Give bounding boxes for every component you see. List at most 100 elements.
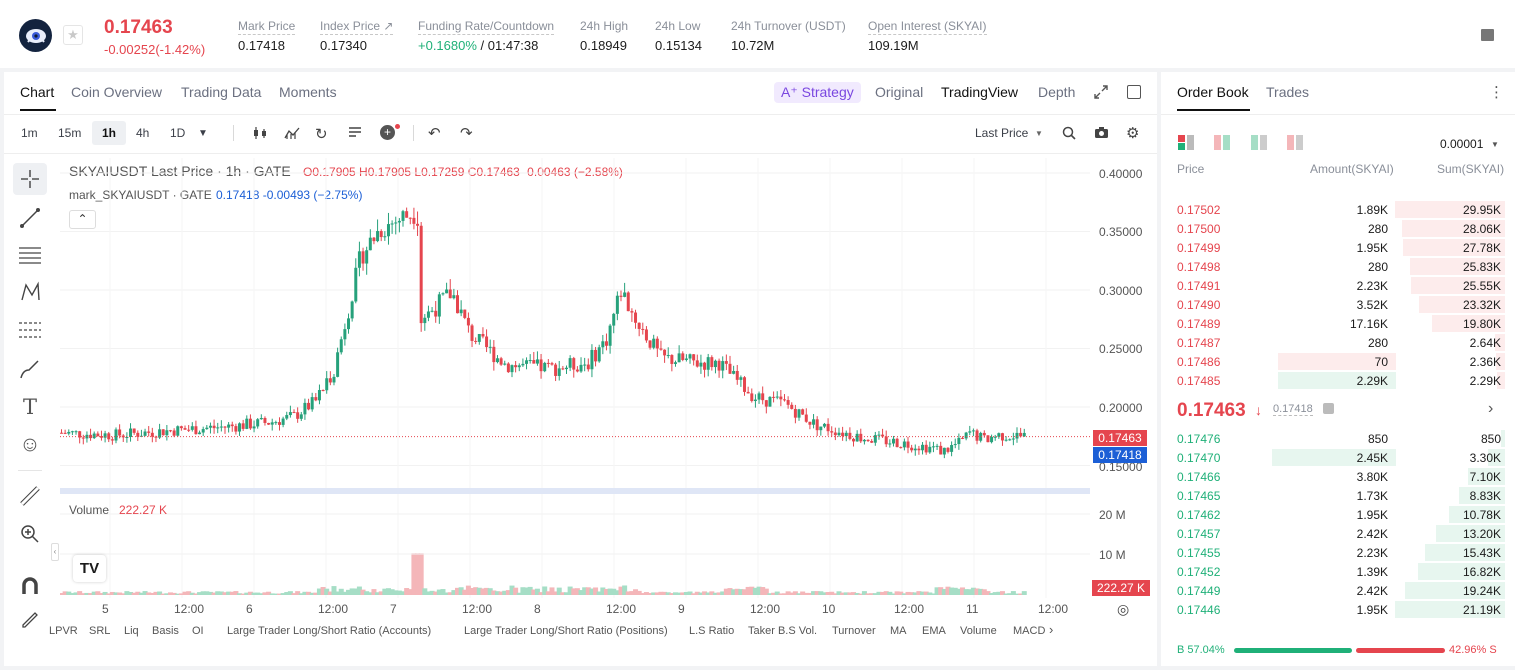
bid-row[interactable]: 0.17476 850 850 [1161, 429, 1515, 448]
view-asks-icon[interactable] [1287, 135, 1303, 155]
bid-row[interactable]: 0.17446 1.95K 21.19K [1161, 600, 1515, 619]
compare-icon[interactable]: ↻ [315, 126, 328, 143]
ask-row[interactable]: 0.17487 280 2.64K [1161, 333, 1515, 352]
bid-row[interactable]: 0.17465 1.73K 8.83K [1161, 486, 1515, 505]
timeframe-1d[interactable]: 1D [170, 126, 186, 140]
ask-row[interactable]: 0.17485 2.29K 2.29K [1161, 371, 1515, 390]
bid-row[interactable]: 0.17455 2.23K 15.43K [1161, 543, 1515, 562]
collapse-legend-button[interactable]: ⌃ [69, 210, 96, 229]
indicator-item[interactable]: MA [890, 625, 907, 637]
stat-label[interactable]: Open Interest (SKYAI) [868, 19, 987, 35]
view-asks-bids-icon[interactable] [1214, 135, 1230, 155]
template-icon[interactable] [348, 126, 362, 144]
ruler-icon[interactable] [13, 480, 47, 512]
indicator-item[interactable]: SRL [89, 625, 111, 637]
text-tool-icon[interactable]: T [22, 395, 37, 419]
indicator-item[interactable]: Large Trader Long/Short Ratio (Accounts) [227, 625, 432, 637]
emoji-icon[interactable]: ☺ [19, 433, 41, 456]
tab-moments[interactable]: Moments [279, 84, 337, 100]
collapse-toolbar-icon[interactable]: ‹ [51, 543, 59, 561]
favorite-star-icon[interactable]: ★ [63, 25, 83, 45]
pencil-icon[interactable] [13, 604, 47, 636]
ob-mark-price[interactable]: 0.17418 [1273, 403, 1313, 416]
fib-icon[interactable] [13, 314, 47, 346]
ask-row[interactable]: 0.17498 280 25.83K [1161, 257, 1515, 276]
strategy-button[interactable]: A⁺ Strategy [774, 82, 861, 103]
brush-icon[interactable] [13, 353, 47, 385]
timeframe-4h[interactable]: 4h [136, 126, 150, 140]
ask-row[interactable]: 0.17490 3.52K 23.32K [1161, 295, 1515, 314]
stat-label[interactable]: Funding Rate/Countdown [418, 19, 555, 35]
trendline-icon[interactable] [13, 202, 47, 234]
ob-amount: 2.29K [1356, 374, 1388, 388]
indicator-item[interactable]: L.S Ratio [689, 625, 735, 637]
tab-original[interactable]: Original [875, 84, 924, 100]
redo-icon[interactable]: ↷ [460, 125, 473, 142]
search-icon[interactable] [1062, 126, 1076, 145]
tab-trades[interactable]: Trades [1266, 84, 1310, 100]
stat-index-price: Index Price ↗ 0.17340 [320, 19, 394, 53]
window-icon[interactable] [1127, 85, 1141, 99]
ask-row[interactable]: 0.17491 2.23K 25.55K [1161, 276, 1515, 295]
chevron-down-icon[interactable]: ▼ [1491, 140, 1499, 149]
indicator-item[interactable]: Basis [152, 625, 179, 637]
tab-coin-overview[interactable]: Coin Overview [71, 84, 163, 100]
candlestick-chart[interactable] [60, 158, 1090, 598]
indicator-item[interactable]: EMA [922, 625, 946, 637]
settings-gear-icon[interactable]: ⚙ [1126, 125, 1140, 142]
ask-row[interactable]: 0.17486 70 2.36K [1161, 352, 1515, 371]
indicator-item[interactable]: LPVR [49, 625, 78, 637]
price-type-select[interactable]: Last Price [975, 126, 1029, 140]
bid-row[interactable]: 0.17462 1.95K 10.78K [1161, 505, 1515, 524]
scroll-right-icon[interactable]: › [1049, 622, 1054, 637]
chevron-right-icon[interactable]: › [1488, 400, 1494, 417]
zoom-in-icon[interactable] [13, 518, 47, 550]
indicator-item[interactable]: Turnover [832, 625, 876, 637]
precision-select[interactable]: 0.00001 [1440, 137, 1484, 151]
indicator-item[interactable]: Liq [124, 625, 139, 637]
indicators-icon[interactable] [284, 126, 300, 145]
view-both-icon[interactable] [1178, 135, 1194, 155]
indicator-item[interactable]: Large Trader Long/Short Ratio (Positions… [464, 625, 668, 637]
camera-icon[interactable] [1094, 126, 1109, 144]
timeframe-1m[interactable]: 1m [21, 126, 38, 140]
indicator-item[interactable]: Volume [960, 625, 997, 637]
horizontal-lines-icon[interactable] [13, 239, 47, 271]
more-menu-icon[interactable]: ⋮ [1489, 84, 1504, 101]
magnet-icon[interactable] [13, 570, 47, 602]
ask-row[interactable]: 0.17502 1.89K 29.95K [1161, 200, 1515, 219]
timeframe-dropdown-icon[interactable]: ▼ [198, 128, 208, 139]
ob-amount: 3.80K [1356, 470, 1388, 484]
indicator-item[interactable]: MACD [1013, 625, 1046, 637]
tab-tradingview[interactable]: TradingView [941, 84, 1019, 100]
undo-icon[interactable]: ↶ [428, 125, 441, 142]
tab-chart[interactable]: Chart [20, 84, 55, 100]
auto-scale-icon[interactable]: ◎ [1117, 601, 1130, 617]
ask-row[interactable]: 0.17489 17.16K 19.80K [1161, 314, 1515, 333]
stat-label[interactable]: Index Price ↗ [320, 19, 394, 35]
stat-label[interactable]: Mark Price [238, 19, 296, 35]
ask-row[interactable]: 0.17500 280 28.06K [1161, 219, 1515, 238]
indicator-item[interactable]: OI [192, 625, 204, 637]
fullscreen-icon[interactable] [1094, 85, 1108, 104]
tradingview-logo[interactable]: TV [73, 555, 106, 582]
view-bids-icon[interactable] [1251, 135, 1267, 155]
tab-order-book[interactable]: Order Book [1177, 84, 1249, 100]
tab-trading-data[interactable]: Trading Data [181, 84, 262, 100]
tab-depth[interactable]: Depth [1038, 84, 1076, 100]
chevron-down-icon[interactable]: ▼ [1035, 129, 1043, 138]
bid-row[interactable]: 0.17452 1.39K 16.82K [1161, 562, 1515, 581]
bid-row[interactable]: 0.17449 2.42K 19.24K [1161, 581, 1515, 600]
bid-row[interactable]: 0.17466 3.80K 7.10K [1161, 467, 1515, 486]
pattern-icon[interactable] [13, 276, 47, 308]
add-indicator-icon[interactable]: + [380, 125, 395, 140]
bid-row[interactable]: 0.17457 2.42K 13.20K [1161, 524, 1515, 543]
bid-row[interactable]: 0.17470 2.45K 3.30K [1161, 448, 1515, 467]
book-icon[interactable] [1481, 29, 1494, 41]
candle-style-icon[interactable] [252, 126, 268, 145]
crosshair-icon[interactable] [13, 163, 47, 195]
timeframe-1h[interactable]: 1h [102, 126, 117, 140]
timeframe-15m[interactable]: 15m [58, 126, 82, 140]
ask-row[interactable]: 0.17499 1.95K 27.78K [1161, 238, 1515, 257]
indicator-item[interactable]: Taker B.S Vol. [748, 625, 818, 637]
